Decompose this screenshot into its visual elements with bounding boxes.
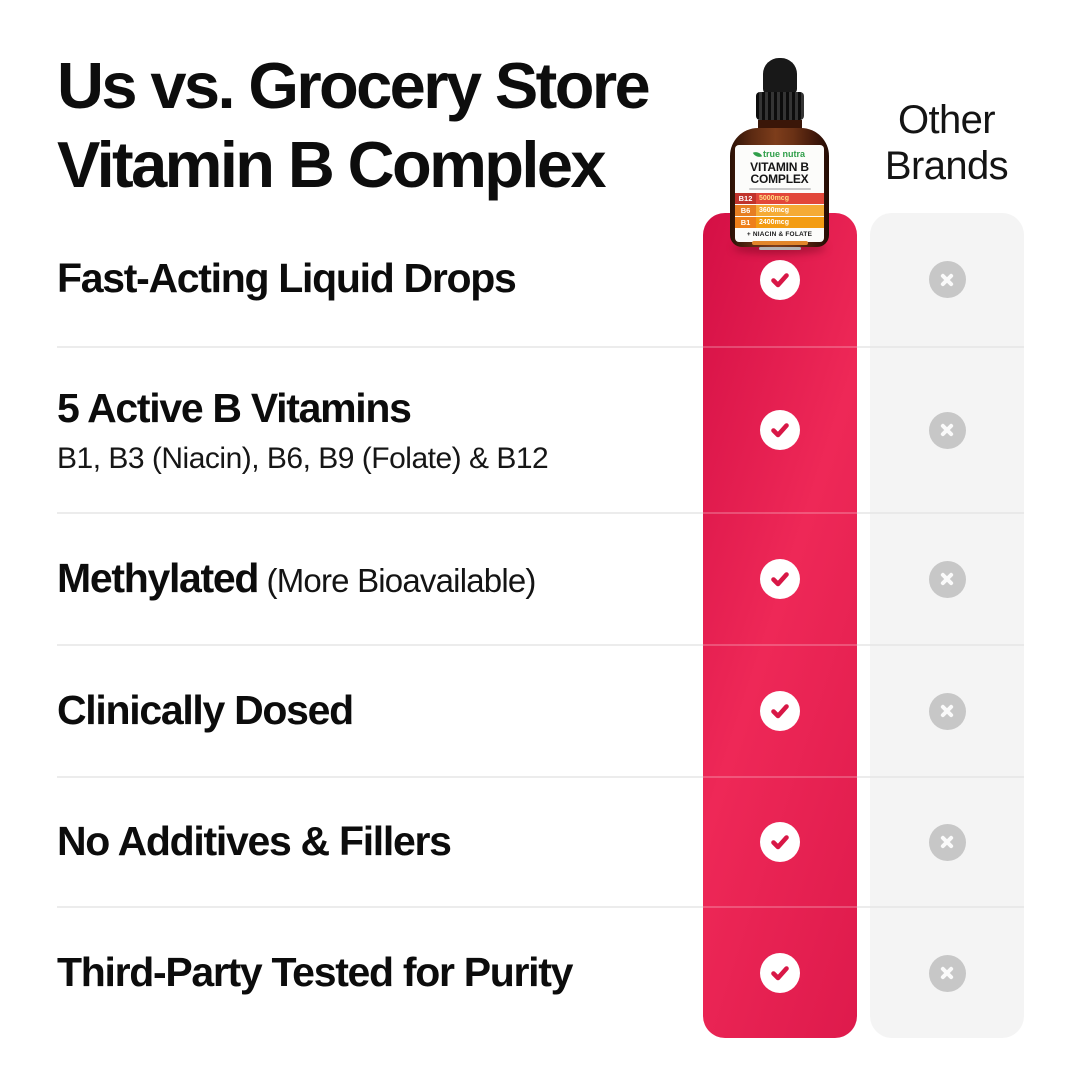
check-icon — [760, 953, 800, 993]
bottle-neck — [757, 120, 802, 129]
label-footnote: + NIACIN & FOLATE — [746, 231, 813, 238]
us-cell — [703, 348, 857, 514]
other-cell — [870, 646, 1024, 778]
feature-text: Fast-Acting Liquid Drops — [57, 254, 677, 305]
feature-row: Methylated (More Bioavailable) — [57, 514, 1024, 646]
feature-row: No Additives & Fillers — [57, 778, 1024, 908]
other-cell — [870, 348, 1024, 514]
feature-row: 5 Active B Vitamins B1, B3 (Niacin), B6,… — [57, 348, 1024, 514]
dropper-bulb — [762, 58, 797, 94]
other-brands-line2: Brands — [884, 144, 1009, 188]
check-icon — [760, 410, 800, 450]
check-icon — [760, 559, 800, 599]
other-cell — [870, 213, 1024, 348]
check-icon — [760, 691, 800, 731]
other-cell — [870, 514, 1024, 646]
feature-text: Methylated (More Bioavailable) — [57, 554, 677, 605]
other-brands-line1: Other — [897, 98, 996, 142]
product-label: true nutra VITAMIN B COMPLEX B12 5000mcg… — [735, 145, 824, 250]
feature-text: 5 Active B Vitamins B1, B3 (Niacin), B6,… — [57, 384, 677, 476]
vitamin-bands: B12 5000mcg B6 3600mcg B1 2400mcg — [735, 193, 824, 228]
band-value: 2400mcg — [756, 217, 824, 228]
band-b6: B6 3600mcg — [735, 205, 824, 216]
label-divider — [748, 188, 811, 190]
feature-row: Third-Party Tested for Purity — [57, 908, 1024, 1038]
cross-icon — [928, 692, 966, 730]
feature-title: Clinically Dosed — [57, 686, 354, 733]
bottle-body: true nutra VITAMIN B COMPLEX B12 5000mcg… — [730, 128, 829, 250]
other-brands-column — [870, 213, 1024, 1038]
feature-title: No Additives & Fillers — [57, 817, 452, 864]
check-icon — [760, 259, 800, 300]
feature-rows: Fast-Acting Liquid Drops 5 Active B Vita… — [57, 213, 1024, 1038]
band-label: B6 — [735, 205, 756, 216]
feature-text: No Additives & Fillers — [57, 817, 677, 868]
us-cell — [703, 514, 857, 646]
feature-subtitle: B1, B3 (Niacin), B6, B9 (Folate) & B12 — [57, 442, 549, 475]
feature-title-suffix: (More Bioavailable) — [258, 561, 537, 599]
band-label: B12 — [735, 193, 756, 204]
product-bottle: true nutra VITAMIN B COMPLEX B12 5000mcg… — [723, 58, 836, 254]
band-label: B1 — [735, 217, 756, 228]
label-fineprint-bar — [751, 241, 808, 245]
feature-row: Fast-Acting Liquid Drops — [57, 213, 1024, 348]
dropper-collar — [755, 92, 804, 120]
feature-text: Third-Party Tested for Purity — [57, 948, 677, 999]
other-cell — [870, 778, 1024, 908]
product-name-line2: COMPLEX — [750, 172, 809, 186]
check-icon — [760, 822, 800, 862]
brand-row: true nutra — [735, 149, 824, 159]
cross-icon — [928, 560, 966, 598]
us-cell — [703, 908, 857, 1038]
page-title: Us vs. Grocery Store Vitamin B Complex — [57, 46, 651, 204]
page-title-line1: Us vs. Grocery Store — [57, 49, 651, 122]
band-b1: B1 2400mcg — [735, 217, 824, 228]
label-fineprint-bar — [758, 247, 801, 250]
band-b12: B12 5000mcg — [735, 193, 824, 204]
feature-title: Fast-Acting Liquid Drops — [57, 255, 517, 301]
product-name-line1: VITAMIN B — [750, 160, 809, 174]
other-cell — [870, 908, 1024, 1038]
cross-icon — [928, 411, 966, 449]
feature-title: Third-Party Tested for Purity — [57, 948, 573, 995]
cross-icon — [928, 954, 966, 992]
feature-title: Methylated — [57, 554, 259, 601]
brand-name: true nutra — [762, 149, 805, 159]
feature-text: Clinically Dosed — [57, 686, 677, 737]
band-value: 3600mcg — [756, 205, 824, 216]
leaf-icon — [752, 149, 763, 159]
feature-row: Clinically Dosed — [57, 646, 1024, 778]
product-name: VITAMIN B COMPLEX — [735, 161, 824, 185]
cross-icon — [928, 823, 966, 861]
us-cell — [703, 213, 857, 348]
other-brands-header: Other Brands — [862, 97, 1031, 189]
us-cell — [703, 646, 857, 778]
band-value: 5000mcg — [756, 193, 824, 204]
cross-icon — [928, 261, 966, 298]
us-column — [703, 213, 857, 1038]
page-title-line2: Vitamin B Complex — [57, 128, 607, 201]
feature-title: 5 Active B Vitamins — [57, 385, 412, 431]
us-cell — [703, 778, 857, 908]
